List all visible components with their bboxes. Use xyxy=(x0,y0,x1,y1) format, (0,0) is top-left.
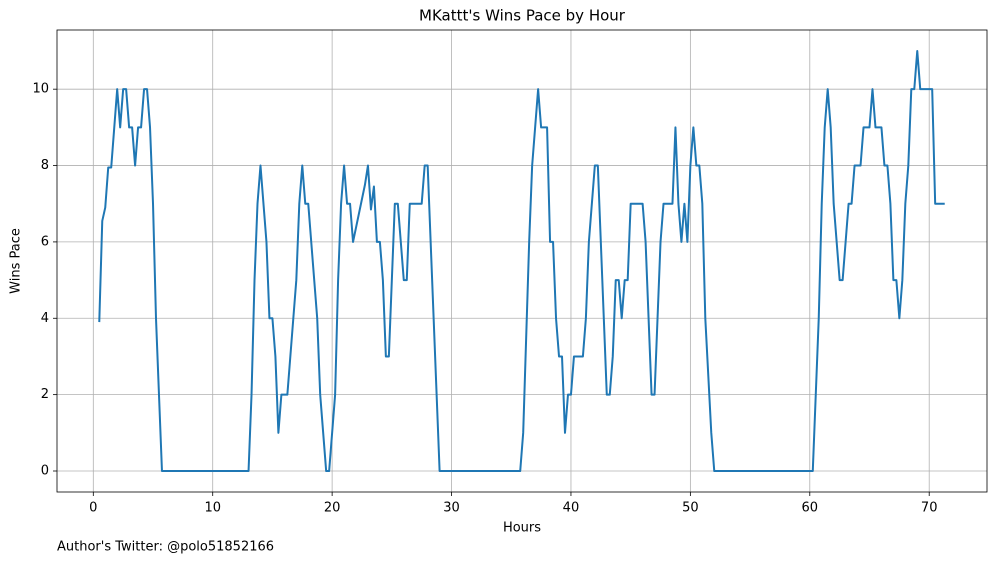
x-tick-label: 50 xyxy=(682,501,699,516)
x-tick-label: 20 xyxy=(324,501,341,516)
y-tick-label: 10 xyxy=(32,82,49,97)
x-tick-label: 0 xyxy=(89,501,97,516)
y-tick-label: 6 xyxy=(41,234,49,249)
x-tick-label: 70 xyxy=(921,501,938,516)
axes-frame xyxy=(56,29,988,493)
data-line xyxy=(98,50,945,472)
y-tick-label: 0 xyxy=(41,464,49,479)
x-tick-label: 10 xyxy=(204,501,221,516)
y-tick-label: 8 xyxy=(41,158,49,173)
x-axis-label: Hours xyxy=(503,521,541,536)
y-tick-label: 4 xyxy=(41,311,49,326)
footnote: Author's Twitter: @polo51852166 xyxy=(57,540,274,555)
y-tick-label: 2 xyxy=(41,387,49,402)
x-tick-label: 40 xyxy=(563,501,580,516)
y-axis-label: Wins Pace xyxy=(9,228,24,294)
x-tick-label: 60 xyxy=(802,501,819,516)
chart-title: MKattt's Wins Pace by Hour xyxy=(419,7,626,25)
x-tick-label: 30 xyxy=(443,501,460,516)
